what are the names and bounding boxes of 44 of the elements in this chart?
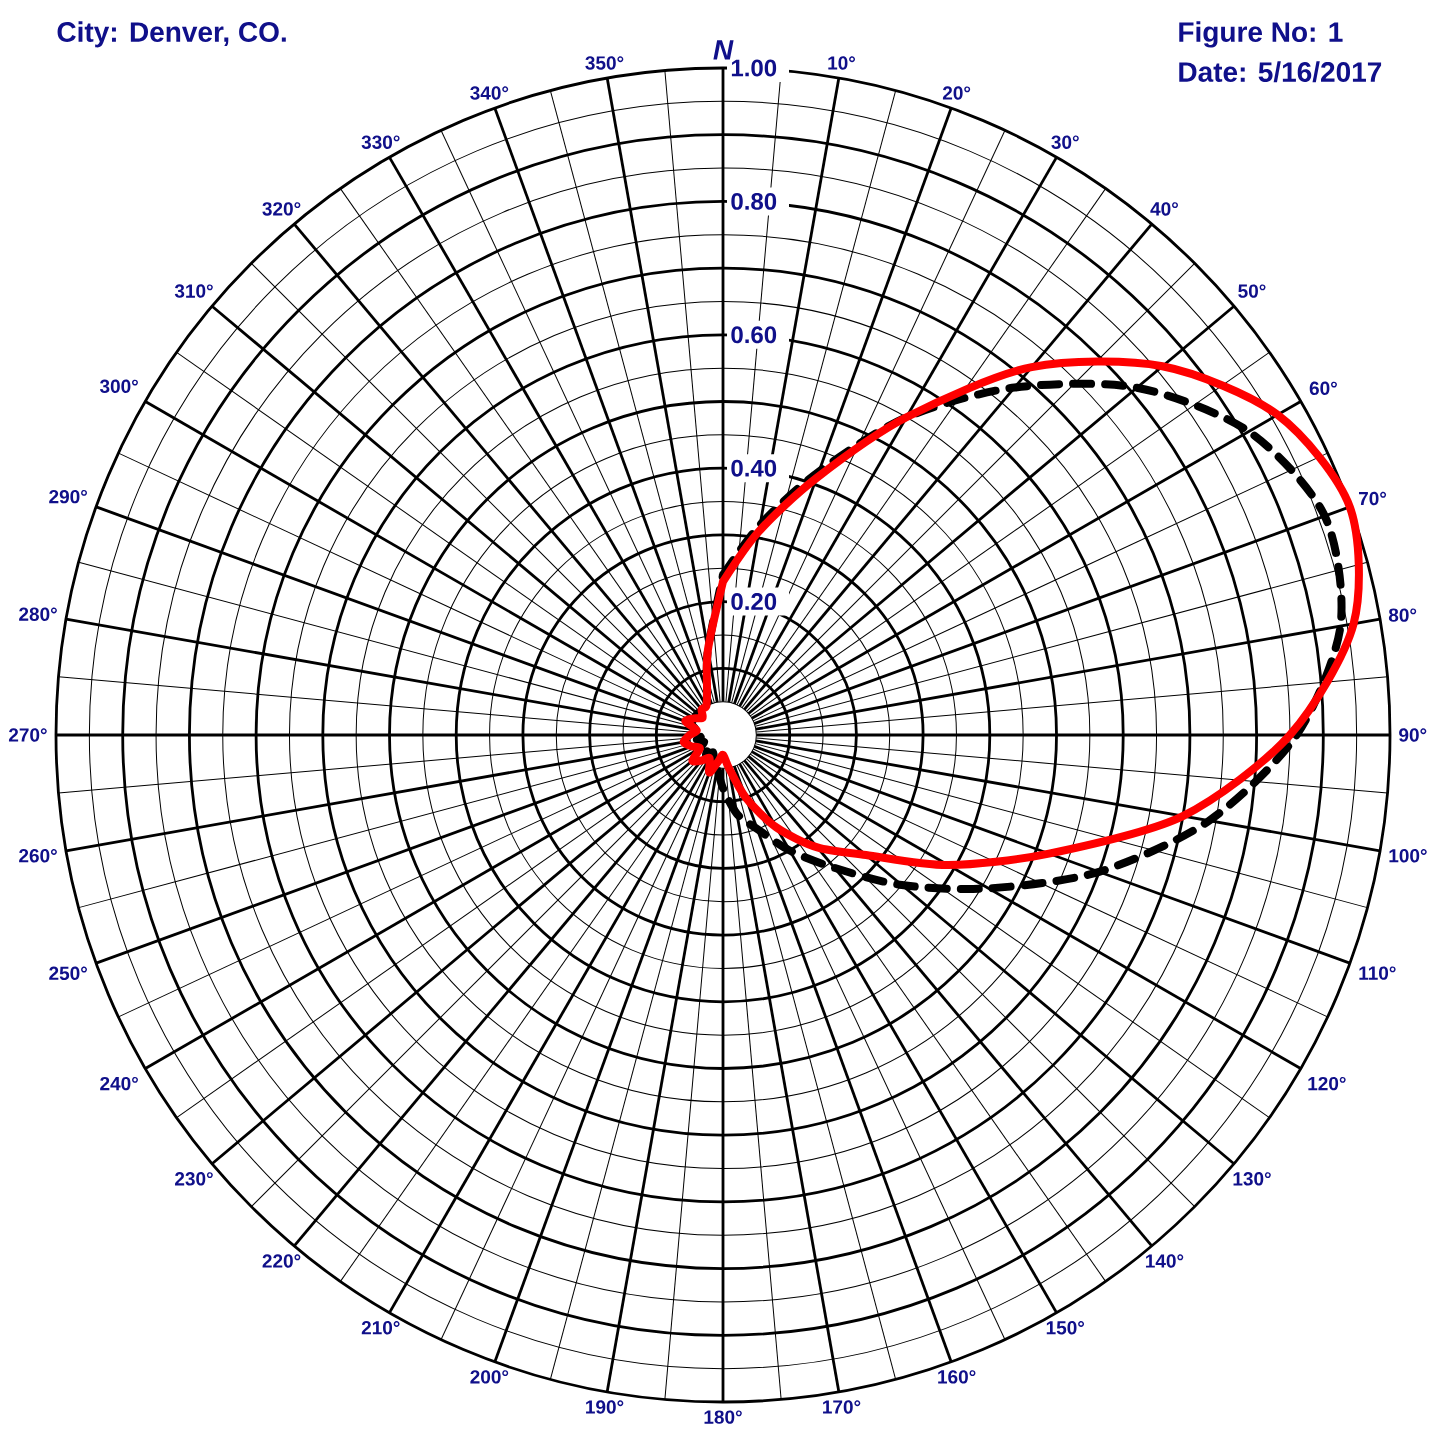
spoke-label: 240° <box>100 1076 138 1091</box>
spoke-label: 30° <box>1051 135 1079 149</box>
spoke-label: 350° <box>585 56 624 70</box>
spoke-label: 290° <box>49 489 87 504</box>
spoke-label: 320° <box>262 202 301 216</box>
spoke-label: 40° <box>1150 202 1178 216</box>
spoke-label: 250° <box>49 966 87 981</box>
spoke-label: 80° <box>1388 608 1417 622</box>
spoke-label: 60° <box>1309 381 1337 396</box>
spoke-label: 220° <box>262 1254 301 1268</box>
spoke-label: 90° <box>1399 728 1427 742</box>
spoke-label: 70° <box>1359 491 1387 506</box>
spoke-label: 120° <box>1308 1076 1346 1091</box>
spoke-label: N <box>713 40 734 60</box>
spoke-label: 340° <box>470 86 509 100</box>
spoke-label: 280° <box>19 607 57 621</box>
spoke-label: 230° <box>175 1172 213 1186</box>
spoke-label: 160° <box>938 1370 976 1384</box>
spoke-label: 100° <box>1389 849 1427 863</box>
spoke-label: 50° <box>1238 284 1266 298</box>
spoke-label: 310° <box>174 284 213 298</box>
text: City: Denver, CO. <box>57 21 286 48</box>
spoke-label: 260° <box>19 849 57 863</box>
spoke-label: 20° <box>942 86 971 100</box>
spoke-label: 330° <box>361 135 400 149</box>
spoke-label: 150° <box>1046 1321 1085 1335</box>
spoke-label: 180° <box>704 1410 742 1424</box>
spoke-label: 200° <box>470 1370 509 1384</box>
spoke-label: 110° <box>1359 966 1396 980</box>
text: Date: 5/16/2017 <box>1179 61 1382 83</box>
spoke-label: 300° <box>99 379 138 394</box>
spoke-label: 210° <box>361 1321 400 1335</box>
y-tick-label: 0.80 <box>731 192 777 210</box>
spoke-label: 140° <box>1145 1254 1184 1268</box>
y-tick-label: 0.20 <box>731 593 777 611</box>
spoke-label: 170° <box>823 1400 861 1414</box>
y-tick-label: 0.60 <box>731 326 777 344</box>
spoke-label: 270° <box>8 728 47 742</box>
y-tick-label: 1.00 <box>731 59 777 77</box>
spoke-label: 130° <box>1233 1172 1271 1186</box>
spoke-label: 10° <box>828 56 856 70</box>
y-tick-label: 0.40 <box>731 459 777 477</box>
spoke-label: 190° <box>586 1400 624 1414</box>
text: Figure No: 1 <box>1179 21 1343 48</box>
